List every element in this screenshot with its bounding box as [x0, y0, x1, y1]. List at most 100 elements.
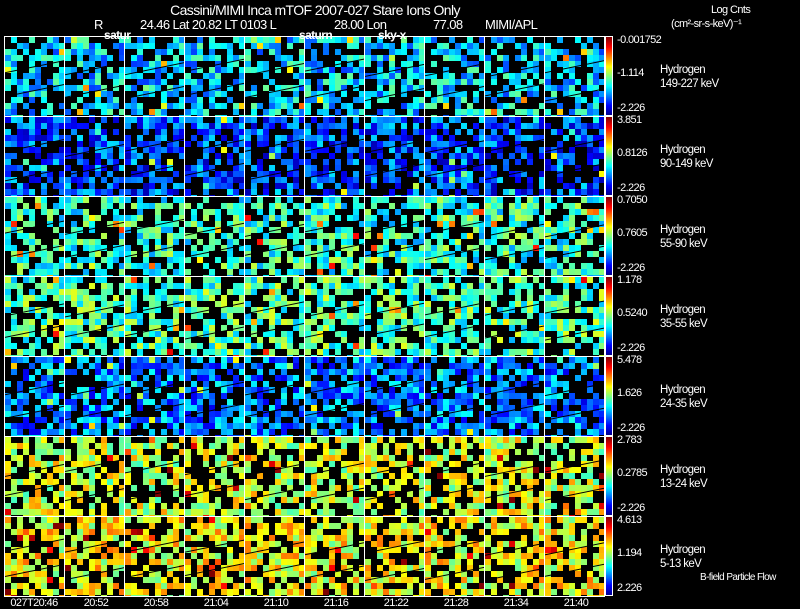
time-tick-label: 21:16 [323, 597, 349, 609]
colorbar-min-label: -2.226 [617, 262, 645, 274]
sky-map-heatmap [125, 197, 184, 276]
sky-map-panel [4, 356, 64, 436]
energy-label: 13-24 keV [660, 478, 708, 490]
sky-map-panel [544, 516, 605, 597]
species-label: Hydrogen [660, 64, 706, 76]
sky-map-panel [424, 276, 484, 356]
sky-map-heatmap [545, 37, 604, 116]
sky-map-heatmap [365, 437, 424, 516]
sky-map-heatmap [485, 277, 544, 356]
sky-map-heatmap [185, 517, 244, 596]
sky-map-heatmap [305, 517, 364, 596]
sky-map-panel [124, 436, 184, 516]
sky-map-heatmap [5, 117, 64, 196]
sky-map-panel [244, 196, 304, 276]
sky-map-heatmap [485, 517, 544, 596]
sky-map-heatmap [65, 437, 124, 516]
colorbar-mid-label: 1.626 [617, 387, 642, 399]
sky-map-heatmap [545, 117, 604, 196]
species-label: Hydrogen [660, 464, 706, 476]
sky-map-panel [124, 36, 184, 116]
colorbar-min-label: -2.226 [617, 182, 645, 194]
colorbar-max-label: 1.178 [617, 274, 642, 286]
energy-label: 5-13 keV [660, 558, 702, 570]
colorbar-mid-label: 0.7605 [617, 227, 648, 239]
sky-map-heatmap [305, 277, 364, 356]
sky-map-panel [4, 436, 64, 516]
sky-map-panel [544, 196, 605, 276]
sky-map-panel [544, 356, 605, 436]
energy-row [4, 356, 605, 436]
sky-map-heatmap [245, 517, 304, 596]
colorbar [605, 516, 613, 596]
sky-map-panel [544, 276, 605, 356]
sky-map-heatmap [545, 357, 604, 436]
sky-map-panel [304, 116, 364, 196]
sky-map-heatmap [305, 37, 364, 116]
colorbar-max-label: 4.613 [617, 514, 642, 526]
sky-map-heatmap [305, 197, 364, 276]
sky-map-heatmap [185, 357, 244, 436]
sky-map-panel [4, 516, 64, 597]
sky-map-heatmap [425, 197, 484, 276]
sky-map-panel [64, 116, 124, 196]
overlay-label-sky: sky-x [378, 28, 406, 42]
sky-map-panel [364, 356, 424, 436]
sky-map-heatmap [485, 37, 544, 116]
sky-map-panel [184, 276, 244, 356]
sky-map-panel [304, 356, 364, 436]
sky-map-panel [544, 116, 605, 196]
sky-map-panel [484, 116, 544, 196]
sky-map-panel [184, 116, 244, 196]
sky-map-heatmap [245, 437, 304, 516]
colorbar [605, 356, 613, 436]
sky-map-panel [484, 196, 544, 276]
sky-map-heatmap [65, 517, 124, 596]
sky-map-panel [364, 436, 424, 516]
sky-map-heatmap [425, 517, 484, 596]
units-label: (cm²-sr-s-keV)⁻¹ [671, 18, 742, 30]
colorbar-max-label: 2.783 [617, 434, 642, 446]
sky-map-heatmap [5, 517, 64, 596]
energy-label: 90-149 keV [660, 158, 713, 170]
sky-map-heatmap [125, 37, 184, 116]
sky-map-panel [64, 196, 124, 276]
energy-row [4, 196, 605, 276]
sky-map-heatmap [5, 37, 64, 116]
plot-title: Cassini/MIMI Inca mTOF 2007-027 Stare Io… [170, 2, 460, 18]
sky-map-panel [424, 36, 484, 116]
sky-map-heatmap [185, 117, 244, 196]
colorbar-max-label: 3.851 [617, 114, 642, 126]
sky-map-heatmap [185, 37, 244, 116]
sky-map-heatmap [485, 357, 544, 436]
species-label: Hydrogen [660, 144, 706, 156]
sky-map-heatmap [65, 37, 124, 116]
sky-map-heatmap [305, 357, 364, 436]
energy-label: 55-90 keV [660, 238, 708, 250]
sky-map-panel [184, 436, 244, 516]
sky-map-panel [244, 436, 304, 516]
energy-label: 35-55 keV [660, 318, 708, 330]
sky-map-heatmap [65, 277, 124, 356]
sky-map-panel [424, 356, 484, 436]
sky-map-heatmap [65, 197, 124, 276]
colorbar-max-label: -0.001752 [617, 34, 662, 46]
sky-map-panel [184, 516, 244, 597]
sky-map-panel [304, 196, 364, 276]
sky-map-panel [364, 516, 424, 597]
colorbar [605, 276, 613, 356]
colorbar-mid-label: 0.5240 [617, 307, 648, 319]
sky-map-panel [124, 196, 184, 276]
sky-map-heatmap [305, 117, 364, 196]
sky-map-panel [424, 116, 484, 196]
sky-map-panel [184, 196, 244, 276]
colorbar-max-label: 0.7050 [617, 194, 648, 206]
colorbar-max-label: 5.478 [617, 354, 642, 366]
sky-map-heatmap [125, 517, 184, 596]
colorbar-mid-label: -1.114 [617, 67, 644, 79]
overlay-label-saturn: saturn [299, 28, 333, 42]
time-tick-label: 21:22 [383, 597, 409, 609]
colorbar-min-label: 2.226 [617, 582, 642, 594]
value-label: 77.08 [433, 17, 463, 32]
colorbar-mid-label: 1.194 [617, 547, 642, 559]
